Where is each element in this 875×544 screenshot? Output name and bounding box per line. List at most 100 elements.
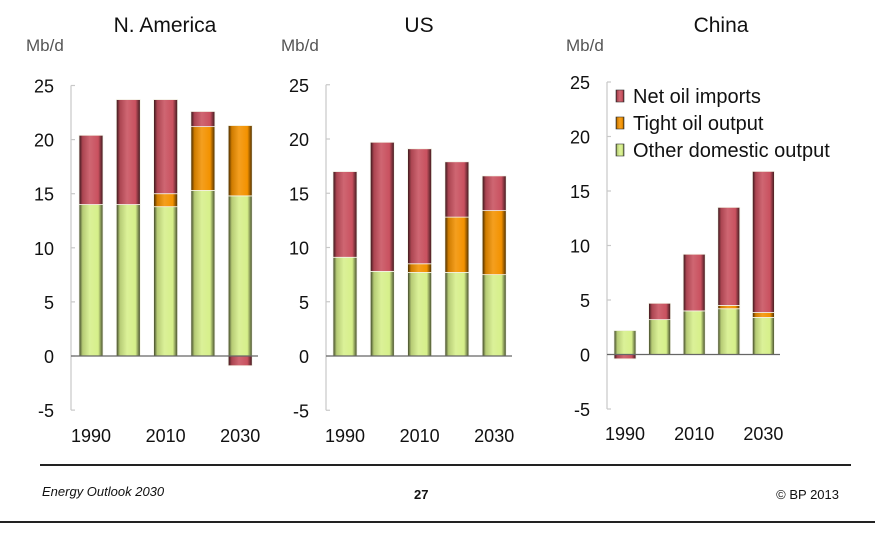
y-axis-unit-label: Mb/d bbox=[566, 36, 604, 55]
x-tick-label: 2010 bbox=[400, 426, 440, 446]
footer-bottom-rule bbox=[0, 521, 875, 523]
bar-segment-other-domestic-output bbox=[115, 204, 141, 357]
y-tick-label: 20 bbox=[570, 128, 590, 148]
legend: Net oil imports Tight oil output Other dom… bbox=[615, 86, 830, 162]
bar-1990 bbox=[332, 171, 358, 357]
y-tick-label: -5 bbox=[38, 401, 54, 421]
y-tick-label: -5 bbox=[293, 401, 309, 421]
y-tick-label: 25 bbox=[289, 76, 309, 96]
bar-2010 bbox=[407, 148, 433, 357]
y-tick-label: 0 bbox=[299, 347, 309, 367]
y-tick-label: 10 bbox=[34, 239, 54, 259]
y-tick-label: 5 bbox=[299, 293, 309, 313]
bar-segment-other-domestic-output bbox=[613, 330, 637, 355]
bar-2020 bbox=[190, 111, 216, 357]
bar-segment-net-oil-imports bbox=[369, 141, 395, 272]
bar-2000 bbox=[648, 302, 671, 355]
y-axis-unit-label: Mb/d bbox=[26, 36, 64, 55]
bar-segment-other-domestic-output bbox=[190, 190, 216, 357]
y-tick-label: 25 bbox=[570, 73, 590, 93]
legend-label-tight-oil-output: Tight oil output bbox=[633, 113, 764, 135]
y-axis-unit-label: Mb/d bbox=[281, 36, 319, 55]
y-tick-label: -5 bbox=[574, 400, 590, 420]
bar-segment-other-domestic-output bbox=[153, 206, 179, 357]
bar-segment-net-oil-imports bbox=[648, 302, 671, 321]
y-tick-label: 20 bbox=[289, 130, 309, 150]
bar-2000 bbox=[369, 141, 395, 357]
y-tick-label: 20 bbox=[34, 131, 54, 151]
bar-segment-tight-oil-output bbox=[153, 193, 179, 208]
y-tick-label: 10 bbox=[570, 237, 590, 257]
legend-label-other-domestic-output: Other domestic output bbox=[633, 140, 830, 162]
x-tick-label: 2030 bbox=[474, 426, 514, 446]
legend-swatch-tight-oil-output bbox=[615, 116, 625, 130]
bar-segment-tight-oil-output bbox=[717, 305, 741, 310]
legend-swatch-other-domestic-output bbox=[615, 143, 625, 157]
bar-segment-other-domestic-output bbox=[369, 270, 395, 357]
bar-segment-other-domestic-output bbox=[227, 195, 253, 357]
bar-segment-net-oil-imports bbox=[613, 354, 637, 360]
bar-segment-net-oil-imports bbox=[153, 99, 179, 195]
bar-segment-net-oil-imports bbox=[332, 171, 358, 258]
x-tick-label: 2030 bbox=[220, 426, 260, 446]
y-tick-label: 15 bbox=[289, 184, 309, 204]
legend-label-net-oil-imports: Net oil imports bbox=[633, 86, 761, 108]
bar-segment-net-oil-imports bbox=[78, 134, 104, 205]
bar-1990 bbox=[78, 134, 104, 357]
bar-segment-net-oil-imports bbox=[227, 355, 253, 367]
bar-segment-net-oil-imports bbox=[481, 175, 507, 212]
bar-segment-tight-oil-output bbox=[444, 216, 470, 273]
bar-segment-other-domestic-output bbox=[444, 272, 470, 357]
panel-n-america: N. America Mb/d 25 20 15 10 5 0 -5 1990 2010 2030 bbox=[26, 14, 260, 446]
bar-segment-net-oil-imports bbox=[682, 253, 706, 312]
bar-segment-other-domestic-output bbox=[481, 274, 507, 357]
bar-segment-net-oil-imports bbox=[407, 148, 433, 265]
bar-segment-net-oil-imports bbox=[717, 206, 741, 306]
x-tick-label: 2010 bbox=[674, 424, 714, 444]
bar-segment-other-domestic-output bbox=[648, 319, 671, 355]
legend-swatch-net-oil-imports bbox=[615, 89, 625, 103]
y-tick-label: 25 bbox=[34, 77, 54, 97]
bar-segment-other-domestic-output bbox=[752, 317, 775, 355]
x-tick-label: 1990 bbox=[605, 424, 645, 444]
x-tick-label: 2010 bbox=[146, 426, 186, 446]
y-tick-label: 15 bbox=[570, 182, 590, 202]
bar-segment-net-oil-imports bbox=[115, 99, 141, 205]
bar-segment-tight-oil-output bbox=[752, 312, 775, 318]
bar-segment-other-domestic-output bbox=[407, 272, 433, 357]
footer-top-rule bbox=[40, 464, 851, 466]
bar-segment-other-domestic-output bbox=[78, 204, 104, 357]
bar-2030 bbox=[481, 175, 507, 357]
bar-segment-other-domestic-output bbox=[682, 310, 706, 355]
footer-page-number: 27 bbox=[414, 487, 429, 502]
panel-title: N. America bbox=[114, 14, 217, 37]
x-tick-label: 1990 bbox=[325, 426, 365, 446]
bar-segment-tight-oil-output bbox=[190, 126, 216, 191]
bar-segment-tight-oil-output bbox=[481, 210, 507, 276]
bar-segment-net-oil-imports bbox=[444, 161, 470, 218]
panel-china: China Mb/d 25 20 15 10 5 0 -5 1990 2010 2030 Net oil… bbox=[566, 14, 830, 444]
bar-2000 bbox=[115, 99, 141, 357]
bar-segment-other-domestic-output bbox=[717, 308, 741, 355]
bar-segment-net-oil-imports bbox=[190, 111, 216, 128]
bar-2030 bbox=[227, 125, 253, 367]
panel-title: China bbox=[694, 14, 749, 37]
y-tick-label: 5 bbox=[580, 291, 590, 311]
bar-segment-tight-oil-output bbox=[227, 125, 253, 197]
bar-2020 bbox=[444, 161, 470, 357]
bar-2030 bbox=[752, 170, 775, 355]
bar-segment-other-domestic-output bbox=[332, 256, 358, 357]
panel-title: US bbox=[404, 14, 433, 37]
footer-copyright: © BP 2013 bbox=[776, 487, 839, 502]
bar-segment-tight-oil-output bbox=[407, 263, 433, 273]
bar-2020 bbox=[717, 206, 741, 355]
bar-segment-net-oil-imports bbox=[752, 170, 775, 313]
bar-2010 bbox=[153, 99, 179, 357]
y-tick-label: 15 bbox=[34, 185, 54, 205]
panel-us: US Mb/d 25 20 15 10 5 0 -5 1990 2010 2030 bbox=[281, 14, 514, 446]
y-tick-label: 0 bbox=[44, 347, 54, 367]
x-tick-label: 1990 bbox=[71, 426, 111, 446]
x-tick-label: 2030 bbox=[743, 424, 783, 444]
y-tick-label: 0 bbox=[580, 346, 590, 366]
